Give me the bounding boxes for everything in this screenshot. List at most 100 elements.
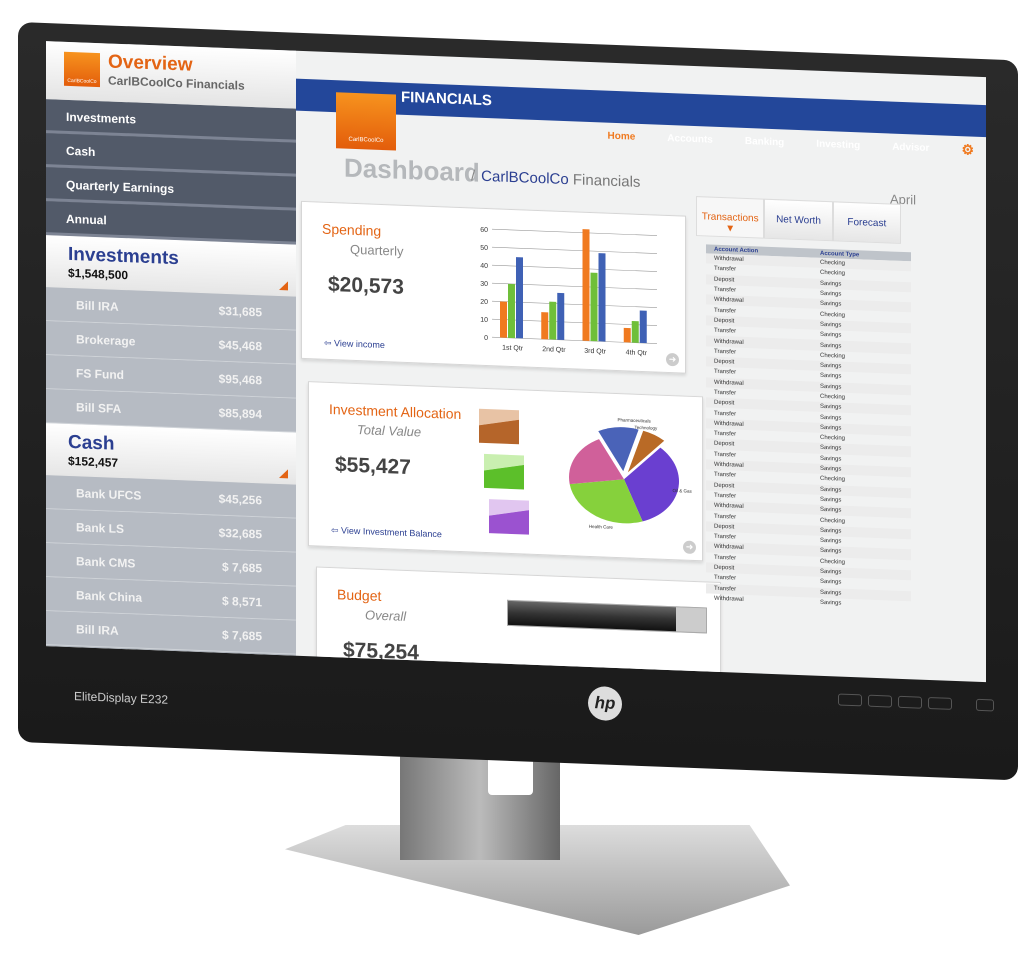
top-bar: FINANCIALS Home Accounts Banking Investi… <box>296 78 986 158</box>
hardware-button[interactable] <box>898 695 922 709</box>
next-arrow-icon[interactable]: ➜ <box>683 540 696 555</box>
budget-title: Budget <box>337 586 382 604</box>
tab-transactions[interactable]: Transactions ▼ <box>696 196 765 239</box>
pie-label: Technology <box>634 425 658 431</box>
y-tick-label: 30 <box>480 281 488 288</box>
view-income-link[interactable]: ⇦ View income <box>324 338 385 351</box>
account-amount: $85,894 <box>218 405 262 422</box>
breadcrumb-brand[interactable]: CarlBCoolCo <box>481 167 569 189</box>
breadcrumb-separator: / <box>471 167 476 185</box>
back-arrow-icon: ⇦ <box>331 525 342 536</box>
pie-slice <box>624 447 679 522</box>
allocation-title: Investment Allocation <box>329 400 462 423</box>
model-label: EliteDisplay E232 <box>74 689 169 707</box>
breadcrumb-rest: Financials <box>572 171 641 191</box>
y-tick-label: 0 <box>484 335 488 342</box>
account-name: FS Fund <box>76 366 124 383</box>
page-title: Dashboard <box>344 152 480 188</box>
tab-forecast[interactable]: Forecast <box>832 201 901 244</box>
bar <box>639 310 647 344</box>
account-action: Withdrawal <box>714 595 744 603</box>
screen: CarlBCoolCo Overview CarlBCoolCo Financi… <box>46 41 986 683</box>
bar <box>549 301 557 340</box>
bar <box>623 327 631 343</box>
bar <box>631 320 639 343</box>
account-type: Savings <box>820 599 842 607</box>
x-tick-label: 1st Qtr <box>502 345 524 353</box>
spending-card: Spending Quarterly $20,573 ⇦ View income… <box>301 200 686 374</box>
nav-advisor[interactable]: Advisor <box>892 141 930 155</box>
allocation-subtitle: Total Value <box>357 422 422 440</box>
hardware-button[interactable] <box>838 693 862 707</box>
account-name: Bill IRA <box>76 622 119 638</box>
top-nav: Home Accounts Banking Investing Advisor … <box>607 130 974 158</box>
nav-home[interactable]: Home <box>607 130 636 143</box>
pie-label: Pharmaceuticals <box>618 417 652 423</box>
account-name: Brokerage <box>76 332 136 349</box>
spending-value: $20,573 <box>328 272 404 299</box>
y-tick-label: 10 <box>480 317 488 324</box>
gear-icon[interactable]: ⚙ <box>961 141 974 158</box>
account-amount: $32,685 <box>218 525 262 542</box>
pie-slice <box>569 439 624 485</box>
transactions-table: Account Action Account Type Withdrawal C… <box>706 244 911 611</box>
power-button[interactable] <box>976 698 994 712</box>
mini-chart-orange <box>479 408 519 445</box>
x-tick-label: 3rd Qtr <box>584 348 606 356</box>
sidebar-nav: Investments Cash Quarterly Earnings Annu… <box>46 99 296 245</box>
hardware-button[interactable] <box>928 696 952 710</box>
bar <box>541 312 549 340</box>
breadcrumb: / CarlBCoolCo Financials <box>471 167 640 191</box>
hp-logo: hp <box>588 685 622 722</box>
bar <box>508 283 515 339</box>
expand-triangle-icon[interactable] <box>279 281 288 291</box>
mini-chart-purple <box>489 499 529 535</box>
pie-label: Health Care <box>589 524 614 530</box>
gridline <box>492 246 657 254</box>
x-tick-label: 2nd Qtr <box>542 346 566 354</box>
sidebar-subtitle: CarlBCoolCo Financials <box>108 73 245 93</box>
bar <box>582 229 590 341</box>
view-income-label: View income <box>334 338 385 351</box>
bar <box>598 253 606 342</box>
section-header[interactable]: Investments $1,548,500 <box>46 235 296 297</box>
account-amount: $ 8,571 <box>221 593 262 610</box>
nav-accounts[interactable]: Accounts <box>667 132 713 146</box>
budget-value: $75,254 <box>343 638 419 665</box>
account-amount: $45,256 <box>218 491 262 508</box>
sidebar-header: CarlBCoolCo Overview CarlBCoolCo Financi… <box>46 41 296 109</box>
budget-card: Budget Overall $75,254 <box>316 566 721 683</box>
y-tick-label: 20 <box>480 299 488 306</box>
section-header[interactable]: Cash $152,457 <box>46 423 296 485</box>
pie-slice <box>598 427 639 472</box>
nav-banking[interactable]: Banking <box>744 135 785 149</box>
mini-chart-green <box>484 453 524 490</box>
caret-down-icon: ▼ <box>725 223 736 235</box>
account-amount: $ 7,685 <box>221 559 262 576</box>
spending-title: Spending <box>322 220 382 239</box>
account-name: Bill IRA <box>76 298 119 314</box>
expand-triangle-icon[interactable] <box>279 469 288 479</box>
view-balance-label: View Investment Balance <box>341 525 442 540</box>
y-tick-label: 50 <box>480 245 488 252</box>
financials-logo: CarlBCoolCo <box>336 92 396 151</box>
sidebar: CarlBCoolCo Overview CarlBCoolCo Financi… <box>46 41 296 656</box>
pie-label: Oil & Gas <box>673 488 693 494</box>
monitor: CarlBCoolCo Overview CarlBCoolCo Financi… <box>18 22 1018 781</box>
nav-investing[interactable]: Investing <box>816 138 861 152</box>
y-tick-label: 40 <box>480 263 488 270</box>
right-tabs: Transactions ▼ Net Worth Forecast <box>696 196 901 244</box>
account-name: Bank CMS <box>76 554 136 571</box>
bar <box>516 257 523 339</box>
pie-slice <box>627 430 665 473</box>
budget-progress-bar <box>507 599 707 634</box>
account-amount: $45,468 <box>218 337 262 354</box>
account-amount: $ 7,685 <box>221 627 262 644</box>
allocation-pie-chart: Pharmaceuticals Technology Oil & Gas Health… <box>569 417 693 530</box>
account-name: Bank China <box>76 588 143 605</box>
view-investment-balance-link[interactable]: ⇦ View Investment Balance <box>331 525 442 540</box>
gridline <box>492 228 657 236</box>
tab-net-worth[interactable]: Net Worth <box>764 198 833 242</box>
hardware-button[interactable] <box>868 694 892 708</box>
next-arrow-icon[interactable]: ➜ <box>666 352 679 367</box>
